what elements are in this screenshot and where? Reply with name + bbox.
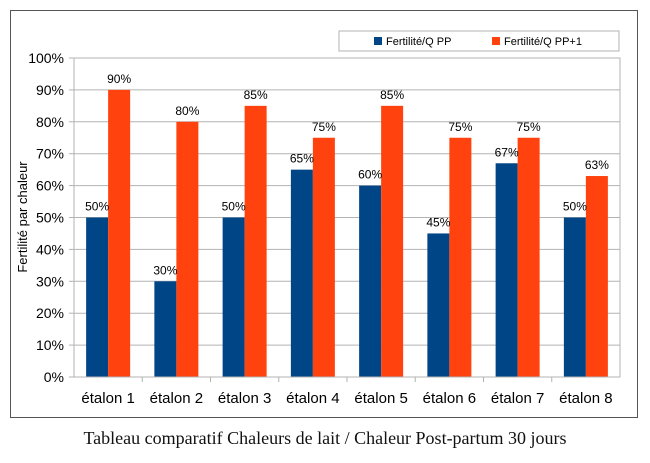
data-label: 85% [380,88,404,102]
bar-pp [427,233,450,377]
data-labels: 50% 90% 30% 80% 50% 85% 65% 75% 60% 85% 45% 75% 67% 7… [85,72,609,277]
legend-box [338,30,620,52]
x-tick-label: étalon 5 [354,390,407,407]
x-tick-label: étalon 8 [559,390,612,407]
plot-border [73,57,621,378]
bar-pp1 [312,137,335,377]
bar-pp [86,217,109,377]
bars [86,89,608,378]
x-tick-label: étalon 2 [150,390,203,407]
x-axis-ticks: étalon 1 étalon 2 étalon 3 étalon 4 étalon 5… [81,377,613,407]
bar-pp [495,163,518,377]
bar-pp1 [585,176,608,377]
data-label: 60% [358,168,382,182]
y-tick-label: 30% [36,273,64,289]
x-tick-label: étalon 6 [423,390,476,407]
y-tick-label: 90% [36,82,64,98]
data-label: 65% [290,152,314,166]
legend: Fertilité/Q PP Fertilité/Q PP+1 [338,30,620,52]
bar-pp1 [517,137,540,377]
bar-pp [222,217,245,377]
legend-swatch-pp [374,37,382,45]
bar-pp [290,169,313,377]
y-tick-label: 60% [36,178,64,194]
bar-pp1 [176,121,199,377]
data-label: 50% [563,200,587,214]
data-label: 85% [244,88,268,102]
data-label: 90% [107,72,131,86]
legend-label-pp1: Fertilité/Q PP+1 [504,36,582,48]
y-tick-label: 40% [36,241,64,257]
x-tick-label: étalon 4 [286,390,339,407]
y-tick-label: 100% [28,50,64,66]
data-label: 30% [153,263,177,277]
x-tick-label: étalon 7 [491,390,544,407]
legend-label-pp: Fertilité/Q PP [386,36,451,48]
legend-swatch-pp1 [492,37,500,45]
data-label: 50% [85,200,109,214]
bar-pp1 [381,105,404,377]
figure-caption: Tableau comparatif Chaleurs de lait / Ch… [83,428,567,448]
data-label: 50% [222,200,246,214]
data-label: 80% [175,104,199,118]
data-label: 45% [426,215,450,229]
x-tick-label: étalon 1 [81,390,134,407]
y-axis-ticks: 0% 10% 20% 30% 40% 50% 60% 70% 80% 90% 100% [28,50,74,385]
y-tick-label: 80% [36,114,64,130]
bar-pp1 [244,105,267,377]
y-tick-label: 50% [36,210,64,226]
y-tick-label: 20% [36,305,64,321]
bar-pp [563,217,586,377]
data-label: 75% [517,120,541,134]
data-label: 63% [585,158,609,172]
data-label: 67% [495,145,519,159]
y-tick-label: 10% [36,337,64,353]
bar-pp1 [108,89,131,378]
bar-pp1 [449,137,472,377]
x-tick-label: étalon 3 [218,390,271,407]
data-label: 75% [312,120,336,134]
y-tick-label: 0% [44,369,64,385]
y-tick-label: 70% [36,146,64,162]
bar-pp [154,281,177,377]
data-label: 75% [448,120,472,134]
bar-pp [359,185,382,377]
y-axis-label: Fertilité par chaleur [15,161,30,273]
